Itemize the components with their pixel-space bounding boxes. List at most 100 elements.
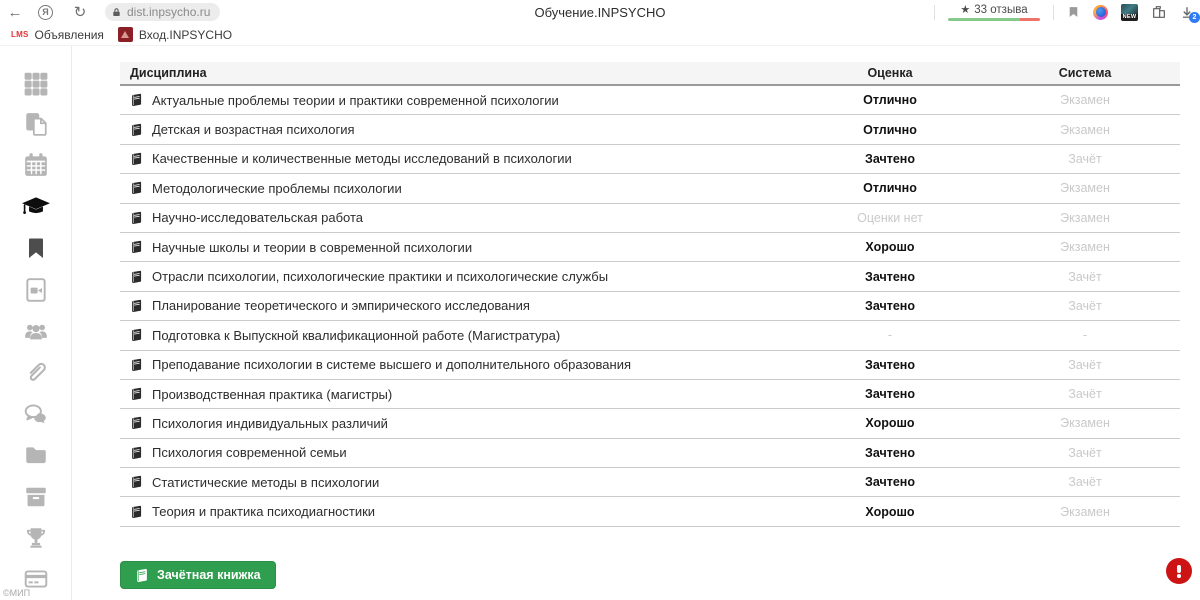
discipline-name: Подготовка к Выпускной квалификационной …: [152, 327, 561, 343]
system-value: Зачёт: [1068, 298, 1102, 313]
discipline-cell[interactable]: Детская и возрастная психология: [120, 122, 790, 137]
discipline-cell[interactable]: Актуальные проблемы теории и практики со…: [120, 93, 790, 108]
bookmark-lms-announcements[interactable]: LMS Объявления: [7, 26, 108, 44]
grade-value: Отлично: [863, 122, 917, 137]
system-value: Зачёт: [1068, 445, 1102, 460]
address-bar[interactable]: dist.inpsycho.ru: [105, 3, 221, 21]
table-row[interactable]: Научные школы и теории в современной пси…: [120, 233, 1180, 263]
book-icon: [130, 123, 144, 137]
back-button[interactable]: ←: [7, 3, 23, 21]
discipline-name: Теория и практика психодиагностики: [152, 504, 376, 520]
table-row[interactable]: Теория и практика психодиагностики Хорош…: [120, 497, 1180, 527]
archive-box-icon: [25, 487, 46, 506]
sidebar-item-archive[interactable]: [13, 476, 59, 517]
new-feature-icon[interactable]: NEW: [1121, 3, 1138, 21]
table-row[interactable]: Психология индивидуальных различий Хорош…: [120, 409, 1180, 439]
sidebar-item-documents[interactable]: [13, 103, 59, 144]
lms-favicon: LMS: [11, 30, 29, 39]
discipline-name: Статистические методы в психологии: [152, 474, 380, 490]
grade-value: Зачтено: [865, 151, 915, 166]
bookmark-flag-icon[interactable]: [1067, 5, 1080, 19]
bookmarks-bar: LMS Объявления Вход.INPSYCHO: [0, 24, 1200, 46]
discipline-cell[interactable]: Производственная практика (магистры): [120, 387, 790, 402]
sidebar-item-video-materials[interactable]: [13, 269, 59, 310]
bookmark-inpsycho-login[interactable]: Вход.INPSYCHO: [114, 25, 236, 44]
table-row[interactable]: Детская и возрастная психология Отлично …: [120, 115, 1180, 145]
system-value: Экзамен: [1060, 504, 1110, 519]
book-icon: [130, 387, 144, 401]
system-value: Экзамен: [1060, 93, 1110, 108]
column-header-grade: Оценка: [867, 66, 913, 80]
discipline-name: Производственная практика (магистры): [152, 386, 393, 402]
table-row[interactable]: Актуальные проблемы теории и практики со…: [120, 86, 1180, 116]
grade-value: Хорошо: [865, 416, 915, 431]
calendar-icon: [24, 153, 47, 177]
url-text: dist.inpsycho.ru: [127, 5, 211, 19]
table-row[interactable]: Психология современной семьи Зачтено Зач…: [120, 439, 1180, 469]
sidebar-item-attachments[interactable]: [13, 352, 59, 393]
discipline-cell[interactable]: Планирование теоретического и эмпирическ…: [120, 298, 790, 313]
site-reviews[interactable]: ★ 33 отзыва: [948, 3, 1040, 21]
discipline-cell[interactable]: Статистические методы в психологии: [120, 475, 790, 490]
users-icon: [24, 324, 47, 340]
table-row[interactable]: Преподавание психологии в системе высшег…: [120, 351, 1180, 380]
discipline-cell[interactable]: Методологические проблемы психологии: [120, 181, 790, 196]
sidebar-item-awards[interactable]: [13, 517, 59, 558]
book-icon: [130, 505, 144, 519]
discipline-cell[interactable]: Теория и практика психодиагностики: [120, 504, 790, 519]
sidebar-item-calendar[interactable]: [13, 145, 59, 186]
video-document-icon: [25, 277, 46, 302]
gradebook-button[interactable]: Зачётная книжка: [120, 561, 276, 589]
collections-icon[interactable]: [1151, 4, 1167, 20]
table-row[interactable]: Подготовка к Выпускной квалификационной …: [120, 321, 1180, 351]
table-row[interactable]: Методологические проблемы психологии Отл…: [120, 174, 1180, 204]
grade-value: Хорошо: [865, 240, 915, 255]
book-icon: [130, 416, 144, 430]
table-row[interactable]: Производственная практика (магистры) Зач…: [120, 380, 1180, 410]
system-value: Зачёт: [1068, 475, 1102, 490]
sidebar-item-users[interactable]: [13, 310, 59, 351]
folder-icon: [25, 447, 46, 464]
sidebar-item-education[interactable]: [13, 186, 59, 227]
sidebar-nav: ©МИП: [0, 46, 72, 600]
sidebar-item-folders[interactable]: [13, 435, 59, 476]
alert-icon[interactable]: [1166, 558, 1192, 584]
sidebar-item-dashboard[interactable]: [13, 62, 59, 103]
book-icon: [130, 475, 144, 489]
inpsycho-favicon: [117, 27, 133, 42]
refresh-button[interactable]: ↻: [73, 4, 87, 21]
system-value: Зачёт: [1068, 357, 1102, 372]
grade-value: Зачтено: [865, 357, 915, 372]
book-icon: [130, 152, 144, 166]
table-body: Актуальные проблемы теории и практики со…: [120, 86, 1180, 527]
discipline-cell[interactable]: Преподавание психологии в системе высшег…: [120, 357, 790, 372]
discipline-cell[interactable]: Психология современной семьи: [120, 445, 790, 460]
discipline-cell[interactable]: Качественные и количественные методы исс…: [120, 151, 790, 166]
bookmark-label: Объявления: [34, 27, 104, 42]
discipline-name: Психология индивидуальных различий: [152, 415, 388, 431]
book-icon: [130, 328, 144, 342]
sidebar-item-messages[interactable]: [13, 393, 59, 434]
table-row[interactable]: Планирование теоретического и эмпирическ…: [120, 292, 1180, 322]
grade-value: Хорошо: [865, 504, 915, 519]
table-row[interactable]: Статистические методы в психологии Зачте…: [120, 468, 1180, 498]
sidebar-item-bookmarks[interactable]: [13, 228, 59, 269]
bookmark-icon: [28, 238, 43, 259]
book-icon: [130, 181, 144, 195]
system-value: Зачёт: [1068, 269, 1102, 284]
sidebar-item-payments[interactable]: [13, 559, 59, 600]
downloads-button[interactable]: 2: [1180, 5, 1200, 23]
discipline-cell[interactable]: Психология индивидуальных различий: [120, 416, 790, 431]
table-row[interactable]: Качественные и количественные методы исс…: [120, 145, 1180, 175]
discipline-cell[interactable]: Подготовка к Выпускной квалификационной …: [120, 328, 790, 343]
extension-icon[interactable]: [1093, 4, 1108, 20]
discipline-cell[interactable]: Научно-исследовательская работа: [120, 210, 790, 225]
table-row[interactable]: Отрасли психологии, психологические прак…: [120, 262, 1180, 292]
discipline-cell[interactable]: Отрасли психологии, психологические прак…: [120, 269, 790, 284]
book-icon: [130, 240, 144, 254]
discipline-name: Научно-исследовательская работа: [152, 210, 364, 226]
discipline-cell[interactable]: Научные школы и теории в современной пси…: [120, 240, 790, 255]
table-row[interactable]: Научно-исследовательская работа Оценки н…: [120, 204, 1180, 233]
yandex-button[interactable]: Я: [38, 4, 53, 20]
system-value: Экзамен: [1060, 240, 1110, 255]
